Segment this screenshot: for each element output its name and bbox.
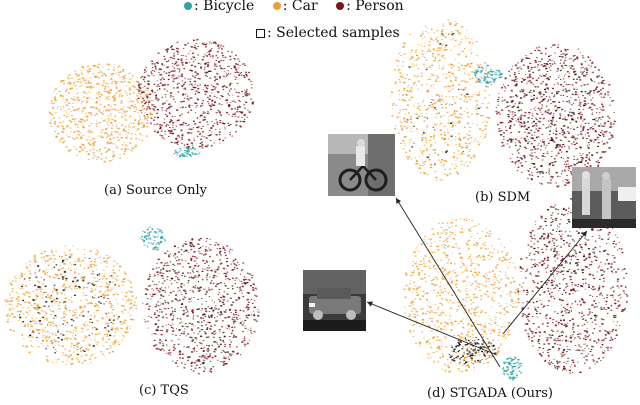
arrow-to-person-thumbnail [502,230,588,335]
arrow-to-car-thumbnail [366,301,498,356]
person-sample-thumbnail [572,167,636,228]
legend-item-bicycle: : Bicycle [184,0,254,14]
panel-c-car-cluster [4,245,138,366]
panel-b-person-cluster [495,44,616,188]
selected-samples-cluster [448,336,497,365]
legend-classes: : Bicycle : Car : Person [184,0,418,14]
selected-samples-cluster [505,55,602,174]
panel-d-car-cluster [403,218,520,373]
caption-tqs: (c) TQS [139,383,189,398]
sample-arrows [366,197,588,368]
panel-a-person-cluster [137,38,255,149]
panel-a-car-cluster [49,63,154,163]
person-dot-icon [336,2,345,10]
panel-a-bicycle-cluster [173,147,201,158]
legend-item-person: : Person [336,0,404,14]
panel-b-bicycle-cluster [473,64,503,88]
selected-samples-cluster [154,247,250,366]
panel-c-bicycle-cluster [139,226,167,251]
caption-sdm: (b) SDM [475,190,531,205]
caption-stgada: (d) STGADA (Ours) [427,386,553,401]
legend-selected: : Selected samples [256,25,400,41]
bicycle-dot-icon [184,2,192,10]
selected-samples-cluster [18,256,122,356]
panel-d-person-cluster [517,198,629,374]
car-sample-thumbnail [303,270,366,331]
car-dot-icon [272,2,281,10]
selected-square-icon [256,28,265,38]
panel-c-person-cluster [142,237,260,375]
panel-d-bicycle-cluster [502,356,523,381]
bicycle-sample-thumbnail [328,134,395,196]
caption-source-only: (a) Source Only [104,183,207,198]
legend-item-car: : Car [272,0,318,14]
selected-samples-cluster [405,33,480,166]
arrow-to-bicycle-thumbnail [395,197,501,368]
panel-b-car-cluster [390,19,491,181]
